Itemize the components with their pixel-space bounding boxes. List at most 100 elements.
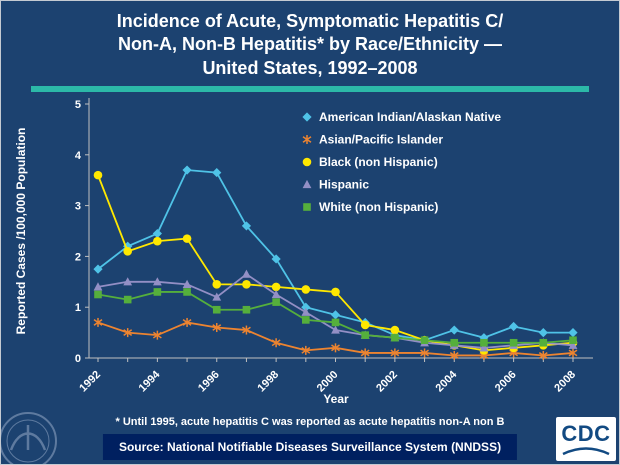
star-marker bbox=[123, 328, 133, 338]
square-marker bbox=[450, 338, 459, 347]
legend-label: White (non Hispanic) bbox=[319, 200, 438, 214]
triangle-marker bbox=[568, 340, 578, 349]
diamond-marker bbox=[152, 228, 162, 239]
square-marker bbox=[539, 338, 548, 347]
x-tick-label: 1992 bbox=[77, 369, 103, 395]
chart-canvas: 0 1 2 3 4 5 1992 1994 1996 1998 2000 2002 2004 2006 20… bbox=[14, 98, 593, 406]
legend-label: American Indian/Alaskan Native bbox=[319, 110, 501, 124]
diamond-marker bbox=[301, 302, 311, 312]
x-tick-label: 1996 bbox=[196, 369, 222, 395]
circle-marker bbox=[123, 247, 132, 256]
title-divider bbox=[31, 86, 589, 93]
square-marker bbox=[302, 316, 310, 324]
y-tick-label: 5 bbox=[75, 99, 81, 111]
star-marker bbox=[212, 323, 222, 333]
square-marker bbox=[212, 305, 221, 314]
star-marker bbox=[390, 348, 400, 358]
diamond-marker bbox=[212, 167, 222, 178]
circle-marker bbox=[153, 236, 162, 246]
circle-marker bbox=[93, 170, 103, 180]
triangle-marker bbox=[331, 325, 340, 334]
diamond-marker bbox=[182, 165, 192, 175]
x-tick-label: 1998 bbox=[255, 369, 281, 395]
square-marker bbox=[153, 288, 162, 296]
triangle-marker bbox=[242, 269, 251, 278]
y-tick-label: 0 bbox=[75, 353, 81, 365]
square-marker bbox=[331, 318, 340, 327]
cdc-swoosh-icon bbox=[562, 446, 610, 455]
star-marker bbox=[331, 343, 340, 353]
square-marker bbox=[569, 336, 577, 345]
x-axis-title: Year bbox=[323, 392, 349, 406]
square-marker bbox=[272, 298, 280, 306]
triangle-marker bbox=[93, 282, 103, 291]
x-tick-label: 2002 bbox=[374, 369, 400, 395]
triangle-marker bbox=[182, 279, 192, 288]
square-marker bbox=[303, 203, 311, 211]
triangle-marker bbox=[301, 307, 311, 316]
source-bar: Source: National Notifiable Diseases Sur… bbox=[102, 434, 518, 460]
star-marker bbox=[93, 317, 103, 327]
diamond-marker bbox=[538, 328, 548, 338]
star-marker bbox=[242, 325, 251, 335]
circle-marker bbox=[212, 280, 222, 289]
diamond-marker bbox=[271, 254, 281, 264]
x-tick-label: 2006 bbox=[493, 369, 519, 395]
y-tick-label: 1 bbox=[75, 302, 81, 314]
y-tick-label: 4 bbox=[75, 150, 82, 162]
star-marker bbox=[568, 348, 578, 358]
triangle-marker bbox=[212, 292, 222, 301]
square-marker bbox=[361, 331, 369, 339]
diamond-marker bbox=[449, 325, 459, 335]
cdc-logo-text: CDC bbox=[561, 420, 611, 446]
star-marker bbox=[449, 350, 459, 360]
legend-label: Asian/Pacific Islander bbox=[319, 133, 443, 147]
circle-marker bbox=[390, 325, 400, 335]
square-marker bbox=[242, 305, 251, 314]
circle-marker bbox=[360, 320, 370, 330]
square-marker bbox=[123, 295, 132, 304]
triangle-marker bbox=[479, 343, 489, 352]
legend-label: Black (non Hispanic) bbox=[319, 155, 438, 169]
diamond-marker bbox=[509, 321, 519, 332]
triangle-marker bbox=[152, 277, 162, 286]
circle-marker bbox=[242, 280, 251, 289]
footnote: * Until 1995, acute hepatitis C was repo… bbox=[115, 416, 505, 428]
circle-marker bbox=[182, 234, 192, 243]
page-title: Incidence of Acute, Symptomatic Hepatiti… bbox=[116, 11, 504, 78]
star-marker bbox=[302, 135, 312, 144]
star-marker bbox=[182, 317, 192, 327]
legend-item: Asian/Pacific Islander bbox=[302, 133, 443, 147]
triangle-marker bbox=[271, 289, 281, 299]
y-tick-label: 3 bbox=[75, 201, 81, 213]
legend-item: White (non Hispanic) bbox=[303, 200, 438, 214]
star-marker bbox=[152, 330, 162, 340]
triangle-marker bbox=[302, 179, 312, 189]
square-marker bbox=[183, 288, 191, 296]
star-marker bbox=[301, 345, 311, 355]
star-marker bbox=[420, 348, 429, 358]
square-marker bbox=[480, 338, 488, 347]
circle-marker bbox=[331, 287, 340, 297]
legend-item: American Indian/Alaskan Native bbox=[302, 110, 501, 124]
diamond-marker bbox=[568, 328, 578, 338]
legend-label: Hispanic bbox=[319, 178, 369, 192]
y-axis-title: Reported Cases /100,000 Population bbox=[14, 128, 28, 335]
x-tick-label: 2008 bbox=[552, 369, 578, 395]
x-tick-label: 1994 bbox=[137, 368, 163, 394]
legend-item: Hispanic bbox=[302, 178, 369, 192]
square-marker bbox=[509, 338, 518, 347]
circle-marker bbox=[301, 285, 311, 294]
diamond-marker bbox=[241, 221, 252, 231]
x-tick-label: 2004 bbox=[434, 368, 460, 394]
y-tick-label: 2 bbox=[75, 251, 81, 263]
star-marker bbox=[538, 350, 548, 360]
circle-marker bbox=[271, 282, 281, 292]
hhs-seal-icon bbox=[1, 412, 57, 464]
square-marker bbox=[391, 333, 399, 342]
diamond-marker bbox=[93, 264, 103, 274]
diamond-marker bbox=[302, 112, 312, 122]
square-marker bbox=[94, 290, 102, 299]
star-marker bbox=[271, 338, 281, 348]
